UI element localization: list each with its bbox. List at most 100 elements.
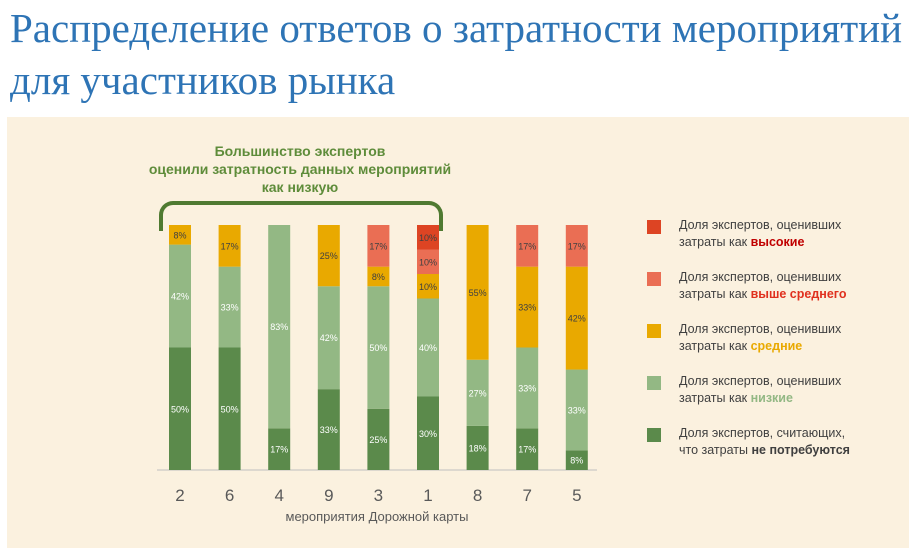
x-tick-label-3: 3: [374, 486, 383, 505]
x-tick-label-4: 4: [274, 486, 283, 505]
data-label-none-7: 17%: [518, 445, 536, 455]
annotation-line-2: оценили затратность данных мероприятий: [148, 161, 452, 177]
bar-segment-none-7: [516, 428, 539, 470]
bar-segment-none-1: [417, 396, 439, 470]
x-tick-label-8: 8: [473, 486, 482, 505]
bar-segment-above-7: [516, 225, 539, 267]
bar-segment-low-3: [367, 286, 390, 409]
legend-line-1: Доля экспертов, считающих,: [679, 426, 846, 440]
bar-segment-low-8: [466, 359, 489, 426]
bar-segment-none-5: [565, 450, 588, 470]
bar-segment-above-5: [565, 225, 588, 267]
bar-segment-none-3: [367, 408, 390, 470]
legend-line-2: что затраты не потребуются: [679, 442, 894, 459]
data-label-above-3: 17%: [369, 241, 387, 251]
data-label-high-1: 10%: [419, 233, 437, 243]
data-label-none-3: 25%: [369, 435, 387, 445]
annotation: Большинство экспертов оценили затратност…: [135, 142, 465, 196]
x-tick-label-6: 6: [225, 486, 234, 505]
legend-swatch: [647, 428, 661, 442]
x-tick-label-1: 1: [423, 486, 432, 505]
legend-prefix: затраты как: [679, 287, 751, 301]
bar-segment-low-9: [317, 286, 340, 390]
data-label-none-9: 33%: [320, 425, 338, 435]
bar-segment-medium-2: [169, 225, 191, 245]
annotation-line-3: как низкую: [261, 179, 339, 195]
legend-emphasis: высокие: [750, 235, 805, 249]
bar-segment-medium-7: [516, 266, 539, 348]
data-label-low-1: 40%: [419, 343, 437, 353]
data-label-low-8: 27%: [469, 388, 487, 398]
legend-emphasis: выше среднего: [750, 287, 847, 301]
bar-segment-none-8: [466, 425, 489, 470]
x-tick-label-7: 7: [522, 486, 531, 505]
data-label-none-4: 17%: [270, 445, 288, 455]
legend-line-2: затраты как средние: [679, 338, 894, 355]
data-label-none-5: 8%: [570, 456, 583, 466]
data-label-low-2: 42%: [171, 292, 189, 302]
bar-segment-none-2: [169, 347, 191, 470]
legend-line-2: затраты как высокие: [679, 234, 894, 251]
bar-segment-low-2: [169, 244, 191, 348]
legend-emphasis: низкие: [750, 391, 793, 405]
page-title: Распределение ответов о затратности меро…: [10, 5, 903, 103]
legend-text: Доля экспертов, считающих, что затраты не…: [679, 425, 894, 459]
bar-segment-medium-3: [367, 266, 390, 287]
legend-item-2: Доля экспертов, оценивших затраты как сре…: [647, 321, 897, 373]
bar-segment-medium-5: [565, 266, 588, 370]
bar-segment-low-5: [565, 369, 588, 451]
legend-swatch: [647, 376, 661, 390]
x-tick-label-2: 2: [175, 486, 184, 505]
data-label-none-6: 50%: [221, 404, 239, 414]
legend-prefix: затраты как: [679, 391, 751, 405]
data-label-none-2: 50%: [171, 404, 189, 414]
x-tick-label-9: 9: [324, 486, 333, 505]
data-label-low-6: 33%: [221, 303, 239, 313]
data-label-low-3: 50%: [369, 343, 387, 353]
data-label-low-4: 83%: [270, 322, 288, 332]
bar-segment-none-4: [268, 428, 291, 470]
legend-emphasis: не потребуются: [751, 443, 850, 457]
data-label-medium-5: 42%: [568, 314, 586, 324]
bar-segment-low-6: [218, 266, 241, 348]
stacked-bar-chart: 50% 42% 8% 2 50% 33% 17% 6 17% 83% 4 33% 42% 25% 9 25% 5…: [157, 225, 597, 524]
data-label-low-9: 42%: [320, 333, 338, 343]
bar-segment-low-7: [516, 347, 539, 429]
data-label-above-5: 17%: [568, 241, 586, 251]
legend-line-1: Доля экспертов, оценивших: [679, 270, 842, 284]
data-label-none-1: 30%: [419, 429, 437, 439]
legend-emphasis: средние: [750, 339, 803, 353]
x-tick-label-5: 5: [572, 486, 581, 505]
bar-segment-above-1: [417, 249, 439, 274]
legend-text: Доля экспертов, оценивших затраты как выш…: [679, 269, 894, 303]
legend-swatch: [647, 324, 661, 338]
bar-segment-medium-6: [218, 225, 241, 267]
legend-line-1: Доля экспертов, оценивших: [679, 322, 842, 336]
legend-item-4: Доля экспертов, считающих, что затраты не…: [647, 425, 897, 477]
data-label-low-5: 33%: [568, 405, 586, 415]
legend-text: Доля экспертов, оценивших затраты как низ…: [679, 373, 894, 407]
legend-line-2: затраты как выше среднего: [679, 286, 894, 303]
data-label-above-1: 10%: [419, 257, 437, 267]
legend-prefix: затраты как: [679, 339, 751, 353]
bar-segment-low-1: [417, 298, 439, 397]
bar-segment-none-6: [218, 347, 241, 470]
legend-prefix: затраты как: [679, 235, 751, 249]
data-label-medium-2: 8%: [173, 230, 186, 240]
bar-segment-low-4: [268, 225, 291, 429]
legend-text: Доля экспертов, оценивших затраты как сре…: [679, 321, 894, 355]
x-axis-label: мероприятия Дорожной карты: [286, 509, 469, 524]
legend-item-0: Доля экспертов, оценивших затраты как выс…: [647, 217, 897, 269]
annotation-line-1: Большинство экспертов: [214, 143, 386, 159]
data-label-none-8: 18%: [469, 443, 487, 453]
data-label-medium-9: 25%: [320, 251, 338, 261]
bar-segment-above-3: [367, 225, 390, 267]
legend-text: Доля экспертов, оценивших затраты как выс…: [679, 217, 894, 251]
legend-item-3: Доля экспертов, оценивших затраты как низ…: [647, 373, 897, 425]
chart-panel: Большинство экспертов оценили затратност…: [7, 117, 909, 548]
data-label-medium-7: 33%: [518, 303, 536, 313]
bar-segment-medium-1: [417, 274, 439, 299]
annotation-bracket: [159, 201, 443, 231]
data-label-medium-1: 10%: [419, 282, 437, 292]
bar-segment-none-9: [317, 389, 340, 470]
